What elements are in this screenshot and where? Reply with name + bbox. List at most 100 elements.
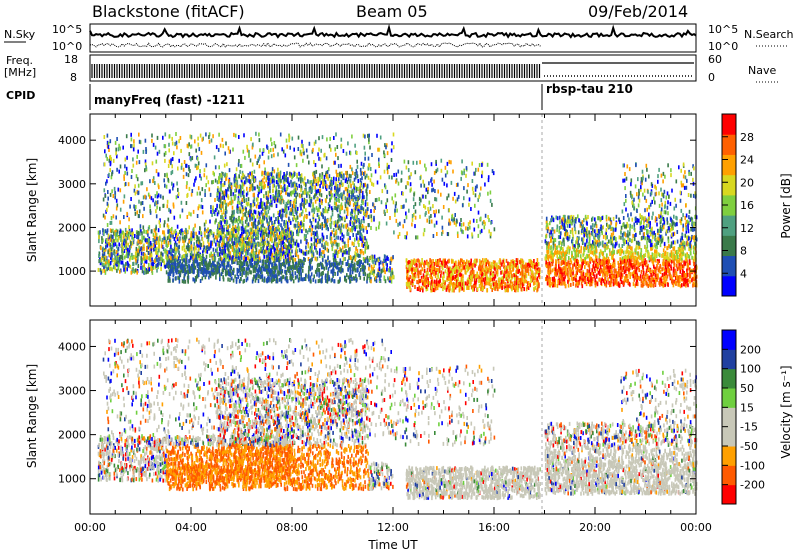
- backscatter-cell: [200, 243, 202, 247]
- backscatter-cell: [355, 214, 357, 219]
- backscatter-cell: [144, 159, 147, 164]
- backscatter-cell: [266, 246, 268, 251]
- backscatter-cell: [288, 263, 291, 267]
- backscatter-cell: [378, 267, 381, 272]
- backscatter-cell: [176, 242, 178, 247]
- backscatter-cell: [197, 255, 199, 260]
- backscatter-cell: [146, 255, 148, 260]
- backscatter-cell: [201, 267, 204, 272]
- backscatter-cell: [235, 279, 238, 284]
- backscatter-cell: [239, 264, 242, 269]
- backscatter-cell: [316, 267, 318, 272]
- backscatter-cell: [312, 179, 315, 184]
- backscatter-cell: [226, 173, 228, 178]
- backscatter-cell: [286, 144, 288, 149]
- backscatter-cell: [295, 190, 297, 195]
- backscatter-cell: [206, 229, 208, 234]
- backscatter-cell: [307, 250, 310, 255]
- backscatter-cell: [250, 204, 252, 209]
- backscatter-cell: [282, 250, 285, 255]
- backscatter-cell: [369, 145, 371, 150]
- backscatter-cell: [315, 182, 318, 187]
- backscatter-cell: [245, 201, 248, 206]
- backscatter-cell: [288, 138, 290, 143]
- backscatter-cell: [295, 261, 298, 266]
- backscatter-cell: [279, 174, 282, 179]
- backscatter-cell: [500, 282, 503, 287]
- backscatter-cell: [351, 270, 354, 275]
- backscatter-cell: [141, 231, 143, 236]
- backscatter-cell: [292, 264, 295, 269]
- backscatter-cell: [160, 244, 163, 249]
- backscatter-cell: [146, 187, 148, 192]
- backscatter-cell: [219, 247, 221, 252]
- backscatter-cell: [368, 163, 370, 168]
- backscatter-cell: [154, 231, 157, 236]
- backscatter-cell: [341, 237, 344, 242]
- backscatter-cell: [216, 231, 219, 236]
- backscatter-cell: [317, 152, 319, 157]
- backscatter-cell: [290, 179, 292, 184]
- backscatter-cell: [142, 235, 145, 240]
- backscatter-cell: [227, 277, 229, 282]
- backscatter-cell: [234, 181, 237, 186]
- backscatter-cell: [289, 171, 291, 176]
- backscatter-cell: [337, 156, 339, 161]
- backscatter-cell: [269, 194, 272, 199]
- backscatter-cell: [340, 223, 343, 228]
- backscatter-cell: [342, 252, 344, 257]
- backscatter-cell: [233, 132, 235, 137]
- backscatter-cell: [365, 189, 367, 194]
- backscatter-cell: [258, 267, 260, 272]
- backscatter-cell: [190, 237, 193, 242]
- backscatter-cell: [327, 242, 329, 247]
- backscatter-cell: [262, 235, 265, 240]
- backscatter-cell: [341, 232, 343, 237]
- backscatter-cell: [184, 279, 187, 284]
- backscatter-cell: [267, 171, 269, 176]
- backscatter-cell: [208, 187, 211, 192]
- backscatter-cell: [237, 209, 239, 214]
- backscatter-cell: [322, 235, 325, 240]
- backscatter-cell: [262, 240, 264, 245]
- backscatter-cell: [309, 260, 312, 264]
- backscatter-cell: [362, 133, 365, 138]
- backscatter-cell: [106, 228, 109, 233]
- backscatter-cell: [197, 206, 200, 211]
- backscatter-cell: [306, 193, 308, 198]
- backscatter-cell: [384, 254, 386, 259]
- backscatter-cell: [213, 263, 215, 268]
- backscatter-cell: [287, 268, 290, 273]
- backscatter-cell: [360, 189, 363, 193]
- backscatter-cell: [235, 244, 238, 249]
- backscatter-cell: [294, 207, 297, 212]
- backscatter-cell: [150, 248, 153, 253]
- backscatter-cell: [212, 247, 215, 252]
- backscatter-cell: [183, 235, 186, 240]
- backscatter-cell: [290, 231, 292, 236]
- backscatter-cell: [241, 190, 244, 195]
- backscatter-cell: [262, 215, 264, 220]
- backscatter-cell: [304, 214, 306, 219]
- backscatter-cell: [380, 268, 383, 273]
- backscatter-cell: [328, 261, 330, 266]
- backscatter-cell: [291, 208, 294, 213]
- backscatter-cell: [296, 229, 298, 234]
- backscatter-cell: [273, 141, 276, 145]
- backscatter-cell: [192, 253, 195, 258]
- backscatter-cell: [270, 154, 273, 159]
- backscatter-cell: [207, 262, 210, 267]
- backscatter-cell: [370, 276, 372, 281]
- backscatter-cell: [271, 142, 273, 147]
- backscatter-cell: [215, 145, 218, 150]
- backscatter-cell: [250, 231, 252, 236]
- backscatter-cell: [356, 202, 359, 207]
- backscatter-cell: [97, 267, 100, 272]
- backscatter-cell: [276, 198, 279, 203]
- backscatter-cell: [271, 269, 273, 274]
- backscatter-cell: [334, 147, 336, 152]
- backscatter-cell: [323, 153, 325, 158]
- backscatter-cell: [278, 199, 281, 204]
- backscatter-cell: [219, 198, 222, 203]
- backscatter-cell: [152, 232, 155, 237]
